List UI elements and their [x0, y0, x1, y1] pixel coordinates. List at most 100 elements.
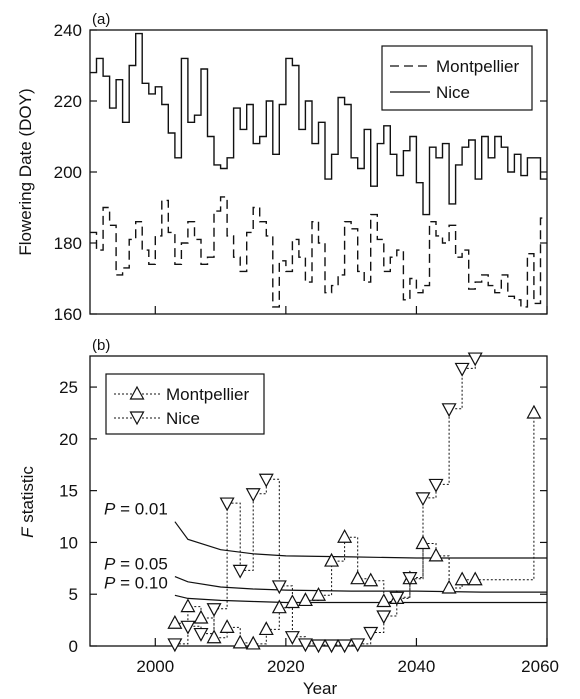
panel-a-legend: Montpellier Nice [381, 45, 533, 111]
marker-montpellier [428, 547, 444, 562]
marker-montpellier [271, 599, 287, 614]
reference-curve-label-rest: = 0.05 [115, 555, 167, 574]
legend-b-montpellier-label: Montpellier [166, 385, 249, 404]
reference-curve [174, 594, 547, 604]
marker-nice [467, 352, 483, 367]
marker-nice [258, 473, 274, 488]
panel-b-y-axis-label-italic: F [18, 526, 37, 538]
legend-b-nice-marker [129, 411, 145, 426]
legend-b-nice-label: Nice [166, 409, 200, 428]
panel-b-y-tick-label: 20 [59, 430, 78, 449]
panel-a-y-tick-label: 200 [54, 163, 82, 182]
reference-curve-label-italic: P [104, 573, 116, 592]
marker-nice [389, 591, 405, 606]
marker-nice [232, 564, 248, 579]
marker-montpellier [363, 572, 379, 587]
panel-b-x-axis-label: Year [303, 679, 338, 698]
marker-nice [350, 638, 366, 653]
reference-curve [174, 576, 547, 593]
marker-montpellier [467, 571, 483, 586]
marker-nice [376, 610, 392, 625]
panel-a-series-nice [90, 32, 547, 216]
marker-montpellier [454, 571, 470, 586]
panel-b-legend-box [105, 373, 265, 435]
panel-b-x-tick-label: 2040 [398, 657, 436, 676]
panel-b-y-tick-label: 25 [59, 378, 78, 397]
marker-montpellier [441, 579, 457, 594]
panel-b-y-tick-label: 5 [69, 585, 78, 604]
marker-montpellier [324, 552, 340, 567]
marker-nice [441, 403, 457, 418]
panel-b-y-axis-label: F statistic [18, 466, 37, 538]
marker-nice [454, 362, 470, 377]
marker-montpellier [193, 609, 209, 624]
reference-curve-label-rest: = 0.01 [115, 500, 167, 519]
panel-b-x-tick-label: 2020 [267, 657, 305, 676]
panel-b-x-ticks: 2000 2020 2040 2060 [136, 638, 559, 676]
legend-a-nice-label: Nice [436, 83, 470, 102]
marker-montpellier [245, 635, 261, 650]
panel-b-label: (b) [92, 337, 110, 354]
marker-nice [167, 638, 183, 653]
panel-a-y-tick-label: 180 [54, 234, 82, 253]
marker-nice [415, 492, 431, 507]
panel-b-x-tick-label: 2060 [521, 657, 559, 676]
legend-b-montpellier-marker [129, 385, 145, 400]
panel-a-y-tick-label: 160 [54, 305, 82, 324]
marker-montpellier [376, 593, 392, 608]
panel-a-y-axis-label: Flowering Date (DOY) [16, 88, 35, 255]
reference-curve-label: P = 0.10 [104, 573, 168, 592]
marker-montpellier [167, 614, 183, 629]
marker-nice [297, 638, 313, 653]
panel-b-series-nice [174, 358, 476, 646]
panel-a-y-ticks: 160 180 200 220 240 [54, 21, 547, 324]
reference-curve-label: P = 0.01 [104, 500, 168, 519]
marker-nice [402, 572, 418, 586]
panel-b-reference-curves: P = 0.01P = 0.05P = 0.10 [104, 500, 547, 604]
panel-b-y-tick-label: 15 [59, 482, 78, 501]
marker-montpellier [415, 535, 431, 550]
reference-curve-label-italic: P [104, 555, 116, 574]
panel-a-y-tick-label: 240 [54, 21, 82, 40]
marker-montpellier [180, 598, 196, 613]
panel-b-y-tick-label: 10 [59, 533, 78, 552]
marker-montpellier [232, 634, 248, 649]
marker-nice [310, 639, 327, 654]
marker-nice [271, 580, 287, 595]
panel-b-legend: Montpellier Nice [105, 373, 265, 435]
marker-nice [219, 497, 235, 512]
marker-nice [363, 626, 379, 641]
marker-montpellier [219, 619, 235, 633]
marker-nice [245, 488, 261, 503]
marker-montpellier [526, 404, 542, 419]
marker-montpellier [310, 586, 327, 601]
panel-a-legend-box [381, 45, 533, 111]
reference-curve-label: P = 0.05 [104, 555, 168, 574]
panel-b-y-ticks: 0 5 10 15 20 25 [59, 378, 547, 656]
panel-a: (a) Flowering Date (DOY) 160 180 200 220 240… [16, 11, 548, 324]
marker-montpellier [350, 570, 366, 585]
marker-nice [324, 639, 340, 654]
panel-b-x-tick-label: 2000 [136, 657, 174, 676]
panel-a-series-montpellier [90, 196, 547, 308]
reference-curve-label-italic: P [104, 500, 116, 519]
panel-a-x-ticks [154, 306, 548, 314]
panel-a-label: (a) [92, 11, 110, 28]
marker-montpellier [337, 528, 353, 543]
marker-nice [193, 627, 209, 642]
panel-b-series-montpellier [174, 413, 535, 645]
marker-nice [428, 478, 444, 493]
marker-nice [206, 603, 222, 617]
marker-montpellier [297, 592, 313, 607]
panel-b-y-axis-label-rest: statistic [18, 466, 37, 528]
marker-montpellier [284, 594, 300, 609]
panel-b: (b) F statistic Year 0 5 10 15 20 25 2000 2020… [18, 337, 559, 698]
panel-b-series [167, 352, 542, 654]
marker-montpellier [258, 621, 274, 636]
reference-curve [174, 521, 547, 559]
marker-nice [284, 631, 300, 645]
panel-a-series [90, 32, 547, 308]
marker-nice [180, 620, 196, 635]
panel-a-y-tick-label: 220 [54, 92, 82, 111]
